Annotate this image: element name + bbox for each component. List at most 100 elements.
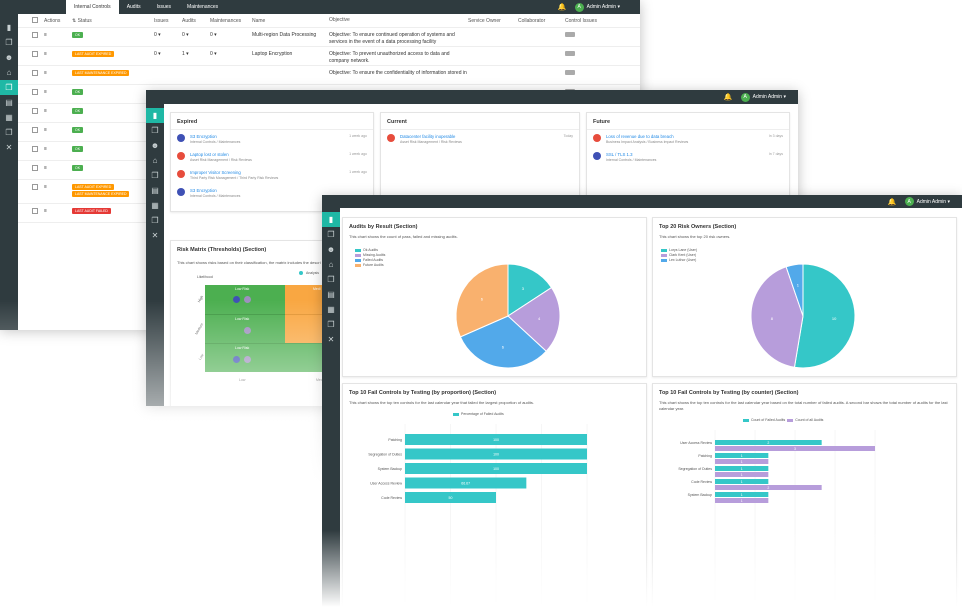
user-menu[interactable]: A Admin Admin ▾ xyxy=(740,92,786,102)
copy2-icon[interactable]: ❐ xyxy=(151,216,159,225)
building-icon[interactable]: ▦ xyxy=(5,113,13,122)
row-checkbox[interactable] xyxy=(32,51,38,57)
bar[interactable] xyxy=(715,498,769,503)
col-actions[interactable]: Actions xyxy=(44,17,61,24)
col-issues[interactable]: Issues xyxy=(154,17,169,24)
list-item[interactable]: S3 Encryption Internal Controls / Mainte… xyxy=(171,184,373,202)
bar[interactable] xyxy=(715,485,822,490)
item-title[interactable]: Improper Visitor Screening xyxy=(190,170,241,175)
person-icon[interactable]: ✕ xyxy=(327,335,335,344)
controls-icon[interactable]: ❐ xyxy=(327,275,335,284)
audits-count[interactable]: 0 ▾ xyxy=(182,32,189,38)
pie-slice[interactable] xyxy=(785,263,804,317)
col-control-issues[interactable]: Control Issues xyxy=(565,17,597,24)
row-actions-menu[interactable]: ≡ xyxy=(44,51,47,57)
tab-issues[interactable]: Issues xyxy=(156,4,172,10)
list-item[interactable]: Loss of revenue due to data breach Busin… xyxy=(587,130,789,148)
chart-icon[interactable]: ▮ xyxy=(6,23,12,32)
item-title[interactable]: Datacenter facility inoperable xyxy=(400,134,456,139)
row-actions-menu[interactable]: ≡ xyxy=(44,184,47,190)
home-icon[interactable]: ⌂ xyxy=(328,260,334,269)
table-row[interactable]: ≡ LAST AUDIT EXPIRED 0 ▾ 1 ▾ 0 ▾ Laptop … xyxy=(18,47,640,66)
controls-icon[interactable]: ❐ xyxy=(151,171,159,180)
col-collaborator[interactable]: Collaborator xyxy=(518,17,546,24)
bell-icon[interactable]: 🔔 xyxy=(557,4,567,11)
users-icon[interactable]: ☻ xyxy=(150,141,160,150)
bar[interactable] xyxy=(715,479,769,484)
item-title[interactable]: S3 Encryption xyxy=(190,188,217,193)
bar[interactable] xyxy=(405,434,587,445)
person-icon[interactable]: ✕ xyxy=(151,231,159,240)
col-service-owner[interactable]: Service Owner xyxy=(468,17,501,24)
tab-internal-controls[interactable]: Internal Controls xyxy=(66,0,119,14)
table-row[interactable]: ≡ OK 0 ▾ 0 ▾ 0 ▾ Multi-region Data Proce… xyxy=(18,28,640,47)
item-title[interactable]: Laptop lost or stolen xyxy=(190,152,229,157)
bar[interactable] xyxy=(715,472,769,477)
bar[interactable] xyxy=(715,492,769,497)
row-actions-menu[interactable]: ≡ xyxy=(44,146,47,152)
copy-icon[interactable]: ❐ xyxy=(151,126,159,135)
copy-icon[interactable]: ❐ xyxy=(5,38,13,47)
person-icon[interactable]: ✕ xyxy=(5,143,13,152)
col-objective[interactable]: Objective xyxy=(329,17,350,23)
list-item[interactable]: SSL / TLS 1.3 Internal Controls / Mainte… xyxy=(587,148,789,166)
pie-slice[interactable] xyxy=(507,263,553,317)
audits-count[interactable]: 1 ▾ xyxy=(182,51,189,57)
row-checkbox[interactable] xyxy=(32,146,38,152)
col-name[interactable]: Name xyxy=(252,17,266,24)
chart-icon[interactable]: ▮ xyxy=(322,212,340,227)
building-icon[interactable]: ▦ xyxy=(151,201,159,210)
chart-icon[interactable]: ▮ xyxy=(146,108,164,123)
item-title[interactable]: SSL / TLS 1.3 xyxy=(606,152,633,157)
col-maintenances[interactable]: Maintenances xyxy=(210,17,242,24)
list-item[interactable]: Improper Visitor Screening Third Party R… xyxy=(171,166,373,184)
issues-count[interactable]: 0 ▾ xyxy=(154,51,161,57)
row-actions-menu[interactable]: ≡ xyxy=(44,208,47,214)
controls-icon[interactable]: ❐ xyxy=(0,80,18,95)
control-issues-badge[interactable] xyxy=(565,70,575,75)
item-title[interactable]: Loss of revenue due to data breach xyxy=(606,134,674,139)
pie-slice[interactable] xyxy=(507,286,561,352)
bell-icon[interactable]: 🔔 xyxy=(887,198,897,206)
row-actions-menu[interactable]: ≡ xyxy=(44,127,47,133)
row-actions-menu[interactable]: ≡ xyxy=(44,32,47,38)
users-icon[interactable]: ☻ xyxy=(326,245,336,254)
control-issues-badge[interactable] xyxy=(565,51,575,56)
pie-slice[interactable] xyxy=(455,263,509,338)
list-item[interactable]: Datacenter facility inoperable Asset Ris… xyxy=(381,130,579,148)
row-actions-menu[interactable]: ≡ xyxy=(44,89,47,95)
table-row[interactable]: ≡ LAST MAINTENANCE EXPIRED Objective: To… xyxy=(18,66,640,85)
maint-count[interactable]: 0 ▾ xyxy=(210,51,217,57)
item-title[interactable]: S3 Encryption xyxy=(190,134,217,139)
bar[interactable] xyxy=(715,459,769,464)
row-checkbox[interactable] xyxy=(32,184,38,190)
pie-slice[interactable] xyxy=(750,266,804,368)
copy2-icon[interactable]: ❐ xyxy=(327,320,335,329)
row-checkbox[interactable] xyxy=(32,89,38,95)
row-actions-menu[interactable]: ≡ xyxy=(44,165,47,171)
home-icon[interactable]: ⌂ xyxy=(6,68,12,77)
docs-icon[interactable]: ▤ xyxy=(327,290,335,299)
bar[interactable] xyxy=(715,446,875,451)
select-all-checkbox[interactable] xyxy=(32,16,38,23)
bar[interactable] xyxy=(405,477,527,489)
row-checkbox[interactable] xyxy=(32,208,38,214)
docs-icon[interactable]: ▤ xyxy=(5,98,13,107)
bar[interactable] xyxy=(405,448,587,460)
copy-icon[interactable]: ❐ xyxy=(327,230,335,239)
pie-slice[interactable] xyxy=(459,315,547,369)
copy2-icon[interactable]: ❐ xyxy=(5,128,13,137)
home-icon[interactable]: ⌂ xyxy=(152,156,158,165)
bar[interactable] xyxy=(405,463,587,474)
row-checkbox[interactable] xyxy=(32,127,38,133)
row-actions-menu[interactable]: ≡ xyxy=(44,108,47,114)
matrix-cell[interactable]: Low Risk xyxy=(205,314,285,343)
row-checkbox[interactable] xyxy=(32,70,38,76)
maint-count[interactable]: 0 ▾ xyxy=(210,32,217,38)
building-icon[interactable]: ▦ xyxy=(327,305,335,314)
col-audits[interactable]: Audits xyxy=(182,17,196,24)
bell-icon[interactable]: 🔔 xyxy=(723,94,733,101)
tab-maintenances[interactable]: Maintenances xyxy=(187,4,219,10)
bar[interactable] xyxy=(715,466,769,471)
issues-count[interactable]: 0 ▾ xyxy=(154,32,161,38)
